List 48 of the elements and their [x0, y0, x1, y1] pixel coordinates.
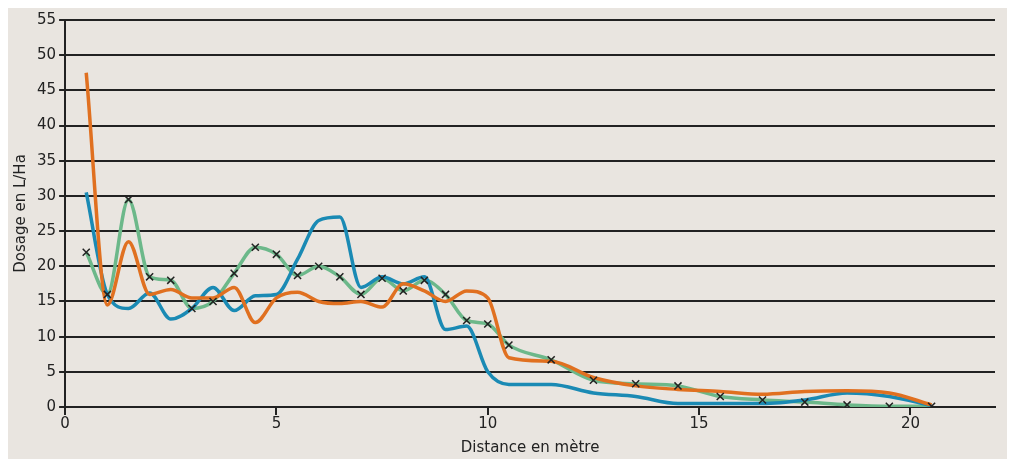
- point: [589, 375, 598, 385]
- point: [483, 319, 493, 329]
- y-tick-label: 25: [36, 220, 57, 239]
- point: [208, 297, 218, 306]
- x-tick-label: 15: [689, 414, 709, 433]
- point: [251, 242, 260, 252]
- x-tick-label: 5: [271, 414, 282, 433]
- y-tick-label: 45: [36, 80, 57, 99]
- point: [441, 290, 450, 299]
- point: [103, 290, 112, 299]
- x-tick-label: 20: [900, 414, 921, 433]
- y-tick-label: 5: [46, 361, 57, 380]
- point: [81, 247, 91, 257]
- y-tick-label: 55: [36, 9, 57, 28]
- y-tick-label: 20: [36, 256, 57, 275]
- point: [335, 272, 345, 282]
- point: [145, 272, 154, 282]
- point: [504, 340, 514, 350]
- line-series: [84, 71, 934, 407]
- point: [229, 269, 239, 278]
- point: [272, 250, 281, 259]
- point: [673, 381, 683, 391]
- y-tick-label: 40: [36, 115, 57, 134]
- y-tick-label: 30: [36, 185, 57, 204]
- point: [715, 392, 725, 401]
- y-tick-label: 50: [36, 45, 57, 64]
- point: [398, 286, 408, 296]
- point: [758, 395, 767, 405]
- point: [377, 273, 387, 283]
- y-tick-label: 15: [36, 291, 57, 310]
- point: [546, 355, 556, 365]
- point: [842, 400, 852, 407]
- point: [166, 276, 176, 285]
- point: [293, 271, 302, 280]
- x-axis-title: Distance en mètre: [460, 437, 600, 456]
- x-tick-label: 10: [478, 414, 498, 433]
- y-axis-title: Dosage en L/Ha: [10, 154, 29, 273]
- y-tick-label: 35: [36, 150, 57, 169]
- y-tick-label: 10: [36, 326, 57, 345]
- point: [187, 304, 197, 313]
- point: [800, 397, 810, 407]
- point: [631, 379, 640, 389]
- point: [314, 261, 323, 271]
- point: [356, 290, 366, 299]
- point: [462, 316, 471, 325]
- point: [420, 276, 429, 285]
- x-tick-label: 0: [60, 414, 70, 433]
- y-tick-label: 0: [46, 396, 57, 415]
